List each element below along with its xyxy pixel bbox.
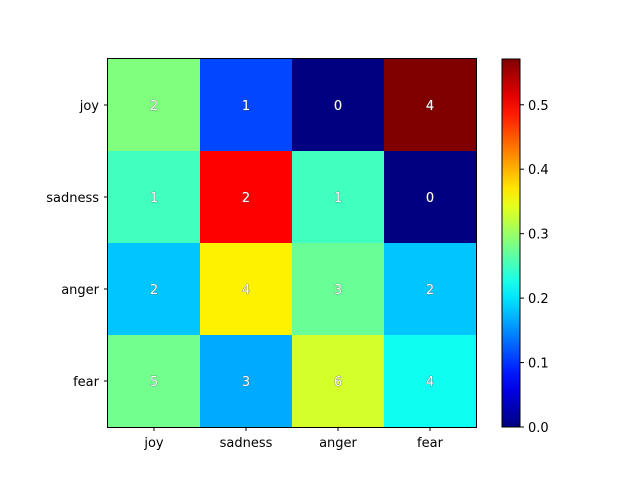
heatmap-cell [108, 151, 201, 244]
heatmap-cell [292, 59, 385, 152]
colorbar-ticks: 0.0 0.1 0.2 0.3 0.4 0.5 [520, 99, 549, 436]
cell-annotation: 3 [334, 283, 342, 298]
colorbar-tick-label: 0.3 [528, 228, 549, 243]
x-tick-label: joy [143, 436, 164, 451]
cell-annotation: 6 [334, 375, 342, 390]
cell-annotation: 4 [426, 99, 434, 114]
heatmap-cell [108, 243, 201, 336]
heatmap-cell [200, 59, 293, 152]
y-tick-label: anger [61, 283, 99, 298]
cell-annotation: 0 [426, 191, 434, 206]
y-tick-label: sadness [46, 191, 99, 206]
colorbar-frame [501, 58, 521, 428]
x-tick-label: sadness [220, 436, 273, 451]
colorbar-tick-label: 0.4 [528, 163, 549, 178]
heatmap-cell [292, 243, 385, 336]
colorbar-tick-label: 0.1 [528, 357, 549, 372]
x-tick-label: fear [417, 436, 444, 451]
x-axis: joy sadness anger fear [143, 427, 444, 451]
cell-annotation: 2 [242, 191, 250, 206]
colorbar-tick-label: 0.5 [528, 99, 549, 114]
cell-annotation: 0 [334, 99, 342, 114]
cell-annotation: 2 [426, 283, 434, 298]
cell-annotation: 5 [150, 375, 158, 390]
heatmap-cell [292, 151, 385, 244]
y-axis: joy sadness anger fear [46, 99, 108, 390]
cell-annotation: 4 [242, 283, 250, 298]
heatmap-cell [108, 59, 201, 152]
heatmap-cell [292, 335, 385, 428]
cell-annotation: 2 [150, 283, 158, 298]
y-tick-label: joy [79, 99, 100, 114]
heatmap-cell [108, 335, 201, 428]
heatmap-cell [384, 59, 477, 152]
cell-annotation: 2 [150, 99, 158, 114]
heatmap-cell [384, 243, 477, 336]
heatmap-cell [384, 335, 477, 428]
plot-frame [107, 58, 477, 428]
colorbar-tick-label: 0.0 [528, 421, 549, 436]
x-tick-label: anger [319, 436, 357, 451]
colorbar-gradient [502, 59, 520, 427]
heatmap-cell [384, 151, 477, 244]
cell-annotation: 3 [242, 375, 250, 390]
colorbar: 0.0 0.1 0.2 0.3 0.4 0.5 [501, 58, 549, 436]
colorbar-tick-label: 0.2 [528, 292, 549, 307]
cell-annotation: 1 [334, 191, 342, 206]
heatmap-cell [200, 243, 293, 336]
y-tick-label: fear [73, 375, 100, 390]
cell-annotation: 1 [242, 99, 250, 114]
cell-annotation: 1 [150, 191, 158, 206]
cell-annotation: 4 [426, 375, 434, 390]
cell-annotations: 2 1 0 4 1 2 1 0 2 4 3 2 5 3 6 4 [150, 99, 435, 391]
heatmap-cell [200, 335, 293, 428]
heatmap-cell [200, 151, 293, 244]
heatmap-cells [108, 59, 477, 428]
